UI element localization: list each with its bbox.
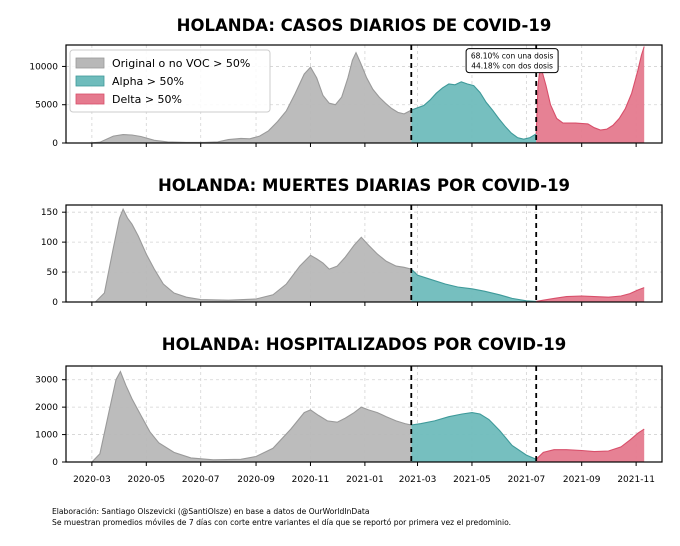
annotation-line: 68.10% con una dosis [471, 52, 554, 61]
line-delta [536, 287, 645, 302]
legend-swatch-original [75, 57, 105, 69]
chart-panel-2: HOLANDA: MUERTES DIARIAS POR COVID-19 0 50… [41, 176, 663, 308]
y-tick-label: 3000 [35, 376, 58, 386]
legend-swatch-delta [75, 93, 105, 105]
line-original [89, 51, 412, 144]
line-alpha [411, 412, 537, 460]
area-original [89, 52, 412, 144]
legend-swatch-alpha [75, 75, 105, 87]
line-alpha [411, 81, 537, 140]
legend-label-alpha: Alpha > 50% [112, 75, 184, 88]
area-delta [536, 46, 645, 143]
x-tick-label: 2021-11 [617, 475, 655, 485]
annotation-line: 44.18% con dos dosis [471, 62, 553, 71]
legend: Original o no VOC > 50% Alpha > 50% Delta … [69, 49, 271, 113]
legend-label-delta: Delta > 50% [112, 93, 182, 106]
y-tick-label: 1000 [35, 431, 58, 441]
chart-title: HOLANDA: MUERTES DIARIAS POR COVID-19 [158, 176, 570, 195]
x-tick-label: 2021-09 [563, 475, 601, 485]
x-tick-label: 2021-07 [508, 475, 546, 485]
line-original [91, 370, 412, 463]
line-delta [535, 46, 645, 134]
annotation-box [465, 48, 559, 74]
axes-frame [65, 365, 663, 463]
x-tick-label: 2021-05 [453, 475, 491, 485]
chart-panel-3: HOLANDA: HOSPITALIZADOS POR COVID-19 0 100… [35, 335, 663, 485]
area-alpha [411, 269, 537, 302]
y-tick-label: 100 [41, 238, 58, 248]
area-alpha [411, 412, 537, 462]
footer-line-2: Se muestran promedios móviles de 7 días … [52, 518, 511, 527]
line-original [95, 207, 412, 303]
y-tick-label: 0 [52, 458, 58, 468]
y-tick-label: 50 [47, 268, 59, 278]
x-tick-label: 2021-01 [346, 475, 384, 485]
x-tick-label: 2020-09 [237, 475, 275, 485]
x-tick-label: 2020-07 [182, 475, 220, 485]
y-tick-label: 10000 [29, 62, 58, 72]
area-original [95, 209, 412, 302]
footer-note: Elaboración: Santiago Olszevicki (@Santi… [52, 507, 511, 527]
x-tick-label: 2020-05 [127, 475, 165, 485]
axes-frame [65, 204, 663, 303]
chart-title: HOLANDA: HOSPITALIZADOS POR COVID-19 [162, 335, 566, 354]
x-tick-label: 2020-03 [73, 475, 111, 485]
chart-title: HOLANDA: CASOS DIARIOS DE COVID-19 [177, 16, 552, 35]
legend-label-original: Original o no VOC > 50% [112, 57, 250, 70]
y-tick-label: 150 [41, 208, 58, 218]
line-delta [535, 428, 645, 460]
chart-panel-1: HOLANDA: CASOS DIARIOS DE COVID-19 0 5000 1… [29, 16, 663, 149]
x-tick-label: 2020-11 [292, 475, 330, 485]
y-tick-label: 0 [52, 139, 58, 149]
line-alpha [410, 268, 537, 302]
y-tick-label: 5000 [35, 101, 58, 111]
axes-frame [65, 44, 663, 144]
area-delta [536, 287, 645, 302]
area-original [91, 371, 412, 462]
footer-line-1: Elaboración: Santiago Olszevicki (@Santi… [52, 507, 370, 516]
y-tick-label: 0 [52, 298, 58, 308]
y-tick-label: 2000 [35, 403, 58, 413]
legend-box [69, 49, 271, 113]
area-delta [536, 429, 645, 462]
x-tick-label: 2021-03 [399, 475, 437, 485]
area-alpha [411, 81, 537, 143]
